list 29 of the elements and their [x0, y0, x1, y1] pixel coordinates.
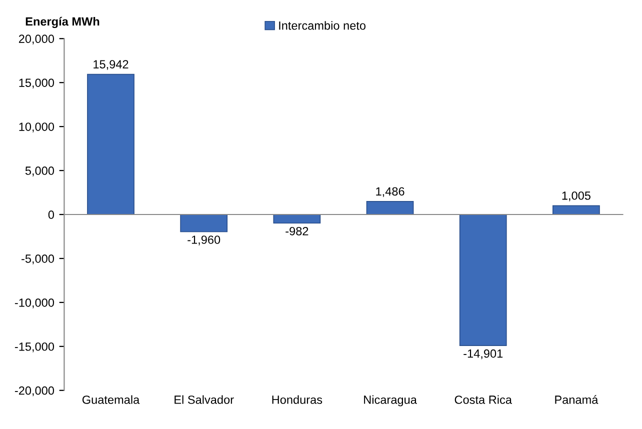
- bar: [87, 74, 134, 215]
- bar: [273, 214, 321, 224]
- y-tick-label: 20,000: [18, 34, 54, 44]
- y-tick-label: 10,000: [19, 122, 54, 132]
- y-tick-label: -5,000: [22, 254, 54, 264]
- x-tick-label: El Salvador: [174, 395, 234, 404]
- bar: [552, 205, 600, 215]
- y-tick-label: 0: [48, 210, 54, 219]
- y-tick-label: -15,000: [14, 342, 54, 352]
- y-tick-label: -20,000: [14, 386, 54, 396]
- x-tick-label: Panamá: [555, 395, 598, 404]
- bar: [180, 214, 228, 232]
- y-tick-label: 5,000: [25, 166, 54, 176]
- x-tick-label: Nicaragua: [364, 395, 417, 406]
- x-tick-label: Costa Rica: [454, 395, 512, 404]
- bar: [366, 201, 414, 215]
- x-tick-label: Guatemala: [82, 395, 140, 404]
- data-label: 1,486: [376, 187, 404, 197]
- data-label: -14,901: [464, 349, 503, 360]
- x-tick-label: Honduras: [272, 395, 322, 404]
- y-axis-title: Energía MWh: [26, 16, 100, 28]
- bar: [459, 214, 507, 346]
- y-tick-label: 15,000: [19, 78, 54, 88]
- data-label: -982: [286, 226, 308, 236]
- legend-label: Intercambio neto: [279, 21, 366, 30]
- data-label: 1,005: [562, 191, 590, 202]
- data-label: -1,960: [188, 236, 220, 246]
- y-tick-label: -10,000: [14, 298, 54, 308]
- data-label: 15,942: [94, 60, 128, 70]
